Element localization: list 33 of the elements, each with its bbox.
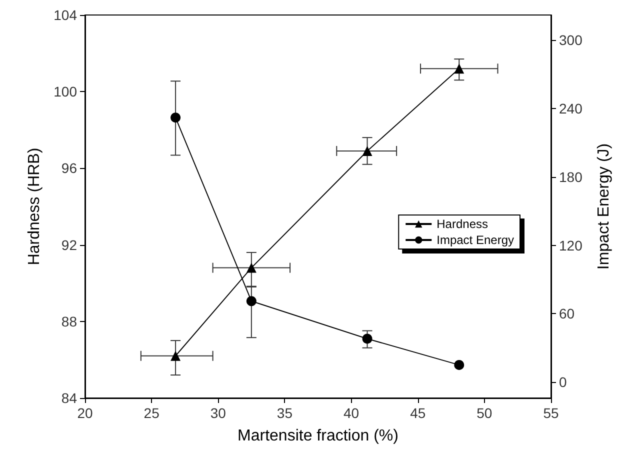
y2-tick-label: 240: [559, 100, 583, 116]
x-axis-title: Martensite fraction (%): [238, 428, 398, 444]
y2-tick-label: 300: [559, 32, 583, 48]
x-tick-label: 20: [77, 405, 93, 421]
y-axis-title: Hardness (HRB): [26, 148, 44, 266]
y2-tick-label: 0: [559, 374, 567, 390]
y-tick-label: 96: [61, 160, 78, 176]
y2-tick-label: 180: [559, 168, 583, 185]
y-tick-label: 100: [54, 84, 78, 100]
y2-axis-title: Impact Energy (J): [596, 143, 612, 270]
x-tick-label: 30: [210, 405, 226, 421]
y2-tick-label: 120: [559, 237, 583, 254]
x-tick-label: 25: [144, 405, 160, 421]
point: [454, 64, 464, 74]
y-tick-label: 84: [61, 390, 78, 406]
x-tick-label: 55: [543, 405, 559, 421]
point: [170, 350, 181, 361]
legend-label: Impact Energy: [436, 233, 514, 247]
point: [362, 334, 372, 344]
y-tick-label: 92: [61, 236, 78, 253]
x-tick-label: 40: [343, 405, 360, 421]
point: [246, 296, 256, 306]
x-tick-label: 45: [410, 405, 426, 421]
y-tick-label: 88: [61, 313, 78, 330]
x-tick-label: 35: [276, 405, 293, 421]
point: [246, 262, 256, 273]
point: [362, 146, 372, 156]
x-tick-label: 50: [476, 405, 492, 421]
y-tick-label: 104: [54, 7, 78, 23]
legend-label: Hardness: [436, 217, 488, 231]
point: [170, 112, 181, 123]
point: [454, 360, 464, 370]
y2-tick-label: 60: [559, 306, 575, 322]
